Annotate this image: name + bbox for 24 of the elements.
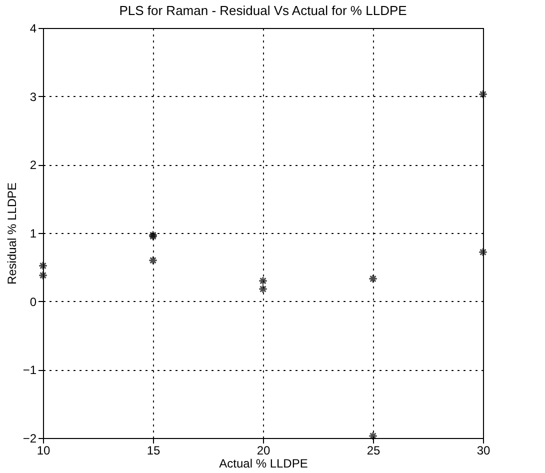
point [258, 276, 268, 286]
x-tick-label: 10 [36, 444, 50, 458]
x-tick-label: 30 [476, 444, 490, 458]
y-tick-label: 0 [30, 294, 37, 309]
point [38, 270, 48, 280]
y-tick-label: −1 [22, 363, 37, 378]
y-axis-title: Residual % LLDPE [4, 182, 19, 285]
x-tick-label: 15 [146, 444, 160, 458]
point [478, 90, 488, 99]
point [368, 274, 378, 284]
chart-title: PLS for Raman - Residual Vs Actual for % LLDPE [119, 3, 408, 18]
y-tick-label: 4 [30, 22, 37, 36]
y-tick-label: 3 [30, 90, 37, 104]
x-tick-label: 25 [366, 444, 380, 458]
point [38, 261, 48, 270]
x-tick-label: 20 [256, 444, 270, 458]
x-axis-title: Actual % LLDPE [219, 456, 308, 470]
y-tick-label: −2 [22, 432, 37, 446]
point [258, 284, 268, 294]
point [368, 431, 378, 441]
point [148, 256, 158, 265]
point [478, 248, 488, 257]
y-tick-label: 1 [30, 226, 37, 240]
y-tick-label: 2 [30, 158, 37, 172]
